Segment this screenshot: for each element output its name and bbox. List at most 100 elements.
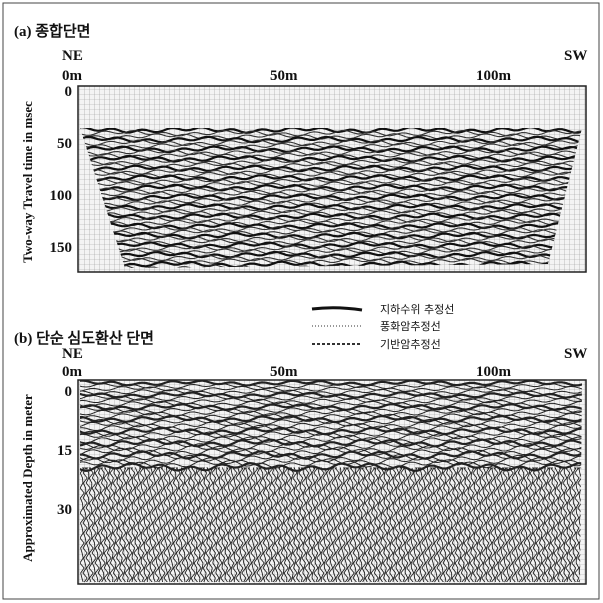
seismic-trace bbox=[403, 467, 409, 582]
seismic-trace bbox=[80, 183, 582, 192]
seismic-trace bbox=[466, 467, 472, 582]
seismic-trace bbox=[80, 264, 582, 268]
seismic-trace bbox=[80, 181, 582, 188]
seismic-trace bbox=[492, 467, 499, 582]
seismic-trace bbox=[208, 467, 214, 582]
seismic-trace bbox=[80, 397, 582, 405]
seismic-trace bbox=[139, 467, 145, 582]
seismic-trace bbox=[80, 196, 582, 204]
seismic-section bbox=[80, 128, 582, 268]
seismic-trace bbox=[144, 467, 151, 582]
x-label: 100m bbox=[476, 68, 512, 84]
legend-line bbox=[311, 306, 363, 312]
seismic-trace bbox=[80, 385, 582, 393]
y-label: 30 bbox=[57, 502, 72, 518]
seismic-trace bbox=[80, 177, 582, 185]
seismic-trace bbox=[80, 139, 582, 147]
x-label: 0m bbox=[62, 364, 83, 380]
seismic-trace bbox=[193, 467, 199, 582]
seismic-trace bbox=[80, 459, 582, 469]
seismic-trace bbox=[80, 456, 582, 466]
seismic-trace bbox=[124, 467, 130, 582]
seismic-trace bbox=[562, 467, 568, 582]
seismic-trace bbox=[80, 202, 582, 211]
seismic-trace bbox=[241, 467, 247, 582]
left-end: NE bbox=[62, 48, 83, 64]
x-label: 0m bbox=[62, 68, 83, 84]
seismic-trace bbox=[280, 467, 286, 582]
panel-label: (b) 단순 심도환산 단면 bbox=[14, 329, 154, 347]
seismic-trace bbox=[313, 467, 319, 582]
seismic-trace bbox=[490, 467, 496, 582]
seismic-trace bbox=[199, 467, 205, 582]
seismic-trace bbox=[80, 380, 582, 387]
seismic-trace bbox=[462, 467, 469, 582]
seismic-trace bbox=[169, 467, 175, 582]
seismic-trace bbox=[477, 467, 484, 582]
right-end: SW bbox=[564, 48, 587, 64]
seismic-trace bbox=[80, 244, 582, 252]
seismic-trace bbox=[544, 467, 550, 582]
y-label: 15 bbox=[57, 443, 72, 459]
seismic-trace bbox=[80, 248, 582, 256]
seismic-trace bbox=[235, 467, 241, 582]
seismic-trace bbox=[100, 467, 106, 582]
seismic-trace bbox=[80, 418, 582, 426]
seismic-trace bbox=[94, 467, 101, 582]
seismic-trace bbox=[502, 467, 508, 582]
seismic-trace bbox=[80, 424, 582, 432]
seismic-trace bbox=[307, 467, 313, 582]
seismic-trace bbox=[80, 152, 582, 160]
seismic-trace bbox=[80, 414, 582, 424]
seismic-trace bbox=[109, 467, 115, 582]
seismic-trace bbox=[268, 467, 275, 582]
seismic-trace bbox=[211, 467, 217, 582]
seismic-trace bbox=[346, 467, 352, 582]
seismic-trace bbox=[316, 467, 322, 582]
seismic-trace bbox=[80, 219, 582, 227]
seismic-trace bbox=[181, 467, 188, 582]
seismic-trace bbox=[481, 467, 487, 582]
x-label: 100m bbox=[476, 364, 512, 380]
y-label: 0 bbox=[65, 84, 73, 100]
seismic-trace bbox=[292, 467, 298, 582]
seismic-trace bbox=[118, 467, 124, 582]
seismic-trace bbox=[409, 467, 415, 582]
seismic-trace bbox=[214, 467, 220, 582]
seismic-trace bbox=[205, 467, 211, 582]
seismic-trace bbox=[564, 467, 571, 582]
seismic-trace bbox=[418, 467, 424, 582]
seismic-trace bbox=[361, 467, 367, 582]
seismic-trace bbox=[85, 467, 91, 582]
seismic-trace bbox=[80, 142, 582, 150]
seismic-trace bbox=[271, 467, 277, 582]
seismic-trace bbox=[343, 467, 349, 582]
seismic-trace bbox=[80, 426, 582, 436]
seismic-trace bbox=[133, 467, 139, 582]
seismic-trace bbox=[520, 467, 526, 582]
seismic-trace bbox=[80, 158, 582, 166]
seismic-trace bbox=[256, 467, 262, 582]
seismic-trace bbox=[80, 450, 582, 460]
seismic-trace bbox=[80, 430, 582, 438]
seismic-trace bbox=[80, 228, 582, 236]
seismic-trace bbox=[355, 467, 362, 582]
seismic-trace bbox=[385, 467, 391, 582]
seismic-trace bbox=[400, 467, 406, 582]
seismic-trace bbox=[541, 467, 547, 582]
seismic-trace bbox=[556, 467, 562, 582]
seismic-trace bbox=[196, 467, 202, 582]
seismic-trace bbox=[80, 225, 582, 233]
seismic-trace bbox=[487, 467, 493, 582]
seismic-trace bbox=[80, 453, 582, 463]
seismic-trace bbox=[80, 174, 582, 182]
y-label: 50 bbox=[57, 136, 72, 152]
left-end: NE bbox=[62, 346, 83, 362]
seismic-trace bbox=[379, 467, 385, 582]
seismic-trace bbox=[415, 467, 421, 582]
seismic-trace bbox=[405, 467, 412, 582]
seismic-trace bbox=[574, 467, 580, 582]
seismic-trace bbox=[532, 467, 538, 582]
seismic-trace bbox=[80, 231, 582, 240]
